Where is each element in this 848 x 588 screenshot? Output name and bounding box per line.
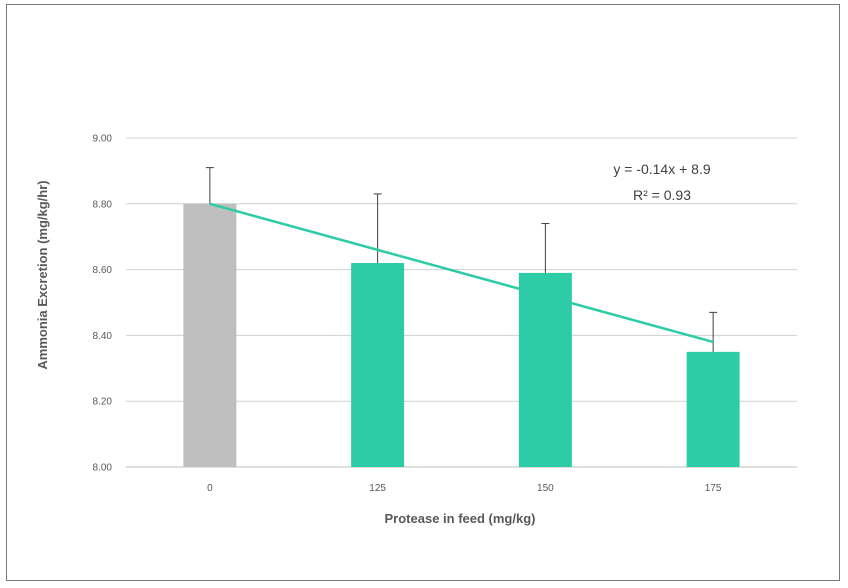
y-tick-label: 8.20 xyxy=(93,397,113,408)
bar xyxy=(686,351,740,467)
bar-chart: 8.00 8.20 8.40 8.60 8.80 9.00 0 125 150 175 y = … xyxy=(35,134,797,526)
x-tick-label: 125 xyxy=(369,483,386,494)
y-tick-label: 8.00 xyxy=(93,463,113,474)
y-tick-label: 8.60 xyxy=(93,265,113,276)
bar xyxy=(183,203,237,468)
trendline xyxy=(209,202,714,344)
gridlines xyxy=(126,137,797,468)
trendline-r-squared: R² = 0.93 xyxy=(633,187,691,203)
trendline-equation: y = -0.14x + 8.9 xyxy=(613,161,710,177)
y-axis-ticks: 8.00 8.20 8.40 8.60 8.80 9.00 xyxy=(93,134,113,474)
trendline-path xyxy=(209,202,714,344)
chart-frame: 8.00 8.20 8.40 8.60 8.80 9.00 0 125 150 175 y = … xyxy=(6,4,840,581)
bars xyxy=(183,203,740,468)
error-bars xyxy=(205,167,718,352)
bar xyxy=(351,263,405,467)
bar xyxy=(518,272,572,467)
y-tick-label: 8.40 xyxy=(93,331,113,342)
x-tick-label: 150 xyxy=(537,483,554,494)
y-axis-title: Ammonia Excretion (mg/kg/hr) xyxy=(35,180,50,369)
x-tick-label: 175 xyxy=(705,483,722,494)
x-axis-title: Protease in feed (mg/kg) xyxy=(385,511,536,526)
y-tick-label: 8.80 xyxy=(93,199,113,210)
x-tick-label: 0 xyxy=(207,483,213,494)
y-tick-label: 9.00 xyxy=(93,134,113,145)
x-axis-ticks: 0 125 150 175 xyxy=(207,483,722,494)
